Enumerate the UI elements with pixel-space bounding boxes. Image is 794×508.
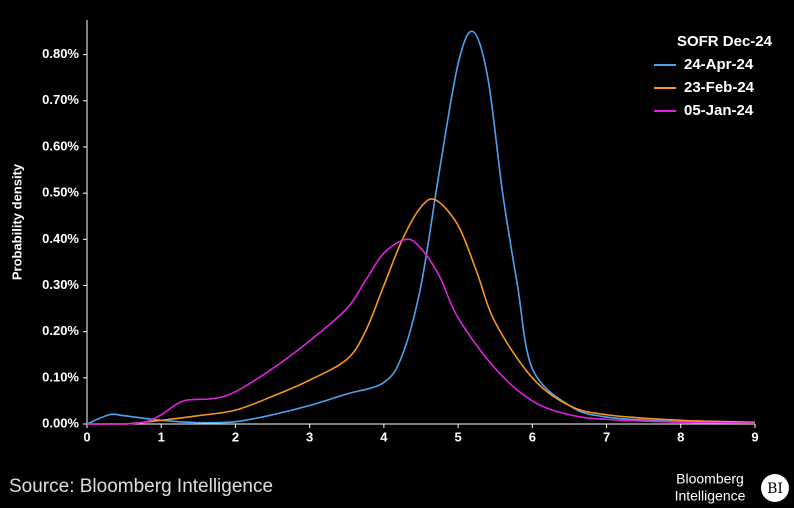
source: Source: Bloomberg Intelligence	[9, 476, 273, 497]
x-tick-label: 6	[529, 429, 536, 444]
logo-badge: BI	[767, 481, 783, 497]
y-axis-label: Probability density	[9, 163, 24, 280]
y-tick-label: 0.60%	[42, 138, 79, 153]
x-tick-label: 3	[306, 429, 313, 444]
x-tick-label: 7	[603, 429, 610, 444]
y-tick-label: 0.70%	[42, 92, 79, 107]
y-tick-label: 0.50%	[42, 185, 79, 200]
logo-line: Bloomberg	[676, 471, 744, 487]
y-tick-label: 0.30%	[42, 277, 79, 292]
legend-label: 23-Feb-24	[684, 79, 755, 96]
x-tick-label: 5	[454, 429, 461, 444]
x-tick-label: 1	[158, 429, 165, 444]
legend-label: 24-Apr-24	[684, 56, 754, 73]
x-tick-label: 4	[380, 429, 388, 444]
legend-label: 05-Jan-24	[684, 102, 754, 119]
series-line	[87, 238, 756, 425]
x-tick-label: 2	[232, 429, 239, 444]
y-tick-label: 0.40%	[42, 231, 79, 246]
x-tick-label: 0	[83, 429, 90, 444]
y-tick-label: 0.10%	[42, 369, 79, 384]
x-tick-label: 9	[751, 429, 758, 444]
series-line	[87, 198, 756, 425]
x-tick-label: 8	[677, 429, 684, 444]
legend-title: SOFR Dec-24	[677, 33, 773, 50]
logo-badge-circle	[761, 474, 789, 502]
y-tick-label: 0.00%	[42, 415, 79, 430]
y-tick-label: 0.20%	[42, 323, 79, 338]
series-line	[86, 30, 756, 425]
logo-line: Intelligence	[675, 488, 746, 504]
y-tick-label: 0.80%	[42, 46, 79, 61]
